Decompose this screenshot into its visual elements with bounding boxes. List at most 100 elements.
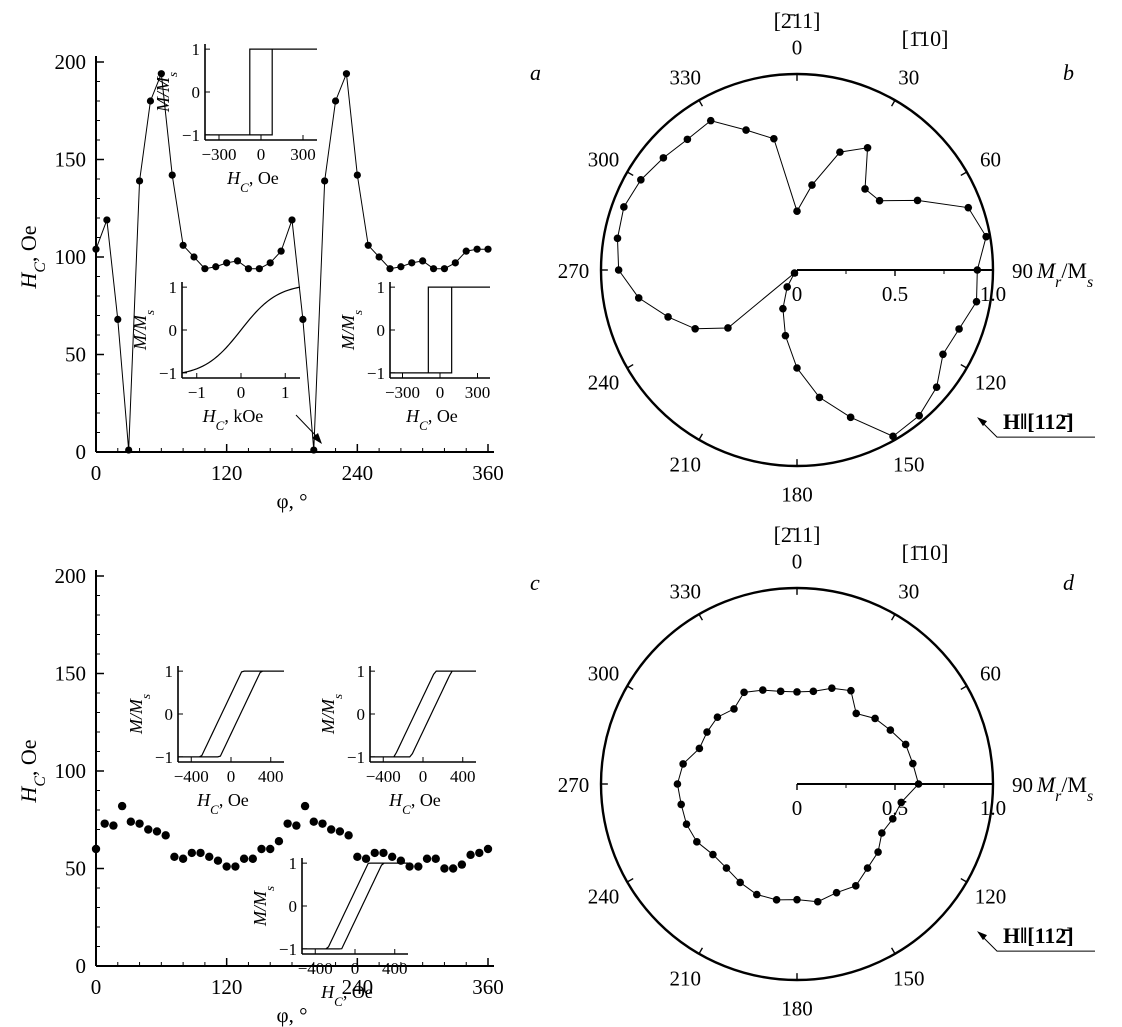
inset-y-label: M/Ms xyxy=(153,72,180,113)
data-point xyxy=(740,688,748,697)
panel-b-polar-chart: 0 0.5 1.0 0 30 60 90 120 150 180 210 240 270 300 330 [2… xyxy=(558,8,1095,506)
y-tick-label: 100 xyxy=(55,759,87,783)
panel-label-c: c xyxy=(530,570,540,595)
data-point xyxy=(483,844,493,854)
inset-a-2: −1 0 1 −1 0 1 HC, kOe M/Ms xyxy=(130,278,301,433)
inset-y-tick-label: −1 xyxy=(279,940,297,959)
angle-tick-label: 240 xyxy=(588,885,620,909)
inset-x-label: HC, Oe xyxy=(226,168,279,195)
data-point xyxy=(664,313,672,321)
data-point xyxy=(342,70,351,78)
inset-y-tick-label: −1 xyxy=(347,748,365,767)
data-point xyxy=(673,780,682,788)
data-point xyxy=(109,821,118,830)
angle-tick xyxy=(698,433,704,441)
data-point xyxy=(255,265,263,273)
data-point xyxy=(620,203,628,211)
panel-d-polar-chart: 0 0.5 1.00306090120150180210240270300330[2… xyxy=(558,522,1095,1020)
angle-tick xyxy=(890,99,896,107)
data-point xyxy=(152,827,162,836)
inset-y-tick-label: 0 xyxy=(165,705,174,724)
data-point xyxy=(776,687,785,696)
data-point xyxy=(677,800,685,809)
data-point xyxy=(288,216,296,224)
angle-tick xyxy=(698,947,704,955)
data-point xyxy=(939,350,947,359)
radial-axis-label: Mr/Ms xyxy=(1036,772,1093,805)
inset-y-tick-label: 1 xyxy=(165,662,174,681)
data-point xyxy=(408,259,416,267)
direction-label-top: [2̄11] xyxy=(774,522,821,547)
data-point xyxy=(91,844,101,854)
field-direction-label: H‖[112̄] xyxy=(1003,409,1074,434)
data-line xyxy=(616,120,987,437)
data-point xyxy=(852,709,861,718)
data-point xyxy=(901,740,910,749)
data-point xyxy=(451,259,459,267)
radial-axis-label: Mr/Ms xyxy=(1036,258,1093,291)
data-point xyxy=(722,864,731,872)
data-point xyxy=(405,862,414,871)
x-tick-label: 360 xyxy=(472,461,504,485)
inset-c-3: −1 0 1 −400 0 400 HC, Oe M/Ms xyxy=(250,854,408,1009)
data-point xyxy=(783,283,791,291)
data-point xyxy=(847,686,855,695)
data-point xyxy=(695,744,704,753)
data-point xyxy=(466,850,475,860)
data-point xyxy=(422,854,432,863)
angle-tick-label: 240 xyxy=(588,371,620,395)
data-point xyxy=(419,257,427,265)
data-point xyxy=(724,324,732,332)
data-point xyxy=(973,266,982,274)
hysteresis-loop xyxy=(178,670,284,758)
hysteresis-loop xyxy=(181,286,301,374)
data-point xyxy=(752,890,761,899)
data-point xyxy=(955,325,963,333)
data-point xyxy=(484,245,492,253)
data-point xyxy=(742,126,750,134)
data-point xyxy=(779,304,787,313)
angle-tick-label: 210 xyxy=(670,967,702,991)
data-point xyxy=(462,247,470,255)
data-point xyxy=(125,446,133,454)
angle-tick-label: 150 xyxy=(893,967,925,991)
angle-tick-label: 120 xyxy=(975,885,1007,909)
data-point xyxy=(861,185,869,193)
data-point xyxy=(863,143,872,152)
inset-y-label: M/Ms xyxy=(338,310,365,351)
angle-tick-label: 270 xyxy=(558,259,590,283)
data-point xyxy=(170,852,179,861)
data-point xyxy=(913,196,922,205)
direction-label-side: [1̄10] xyxy=(902,540,949,565)
angle-tick-label: 330 xyxy=(670,579,702,603)
data-point xyxy=(168,171,176,179)
data-point xyxy=(318,819,327,828)
x-axis-label: φ, ° xyxy=(276,489,307,513)
y-tick-label: 100 xyxy=(55,245,87,269)
data-point xyxy=(457,860,467,869)
data-point xyxy=(888,815,897,823)
angle-tick xyxy=(626,363,634,369)
angle-tick-label: 300 xyxy=(588,661,620,685)
data-point xyxy=(300,801,310,811)
data-point xyxy=(875,196,884,205)
direction-label-top: [2̄11] xyxy=(774,8,821,33)
x-axis-label: φ, ° xyxy=(276,1003,307,1027)
data-point xyxy=(222,862,231,871)
angle-tick-label: 90 xyxy=(1012,773,1033,797)
inset-x-tick-label: −300 xyxy=(385,383,420,402)
data-point xyxy=(889,432,897,441)
data-point xyxy=(114,315,122,323)
inset-a-3: −1 0 1 −300 0 300 HC, Oe M/Ms xyxy=(338,278,490,432)
angle-tick xyxy=(960,685,968,691)
inset-x-tick-label: −400 xyxy=(366,767,401,786)
angle-tick xyxy=(960,171,968,177)
data-point xyxy=(897,798,906,807)
data-point xyxy=(790,269,799,277)
data-point xyxy=(964,203,973,212)
data-point xyxy=(793,364,801,372)
x-tick-label: 120 xyxy=(211,461,243,485)
inset-y-tick-label: −1 xyxy=(367,364,385,383)
data-point xyxy=(190,253,198,261)
panel-label-b: b xyxy=(1063,60,1074,85)
